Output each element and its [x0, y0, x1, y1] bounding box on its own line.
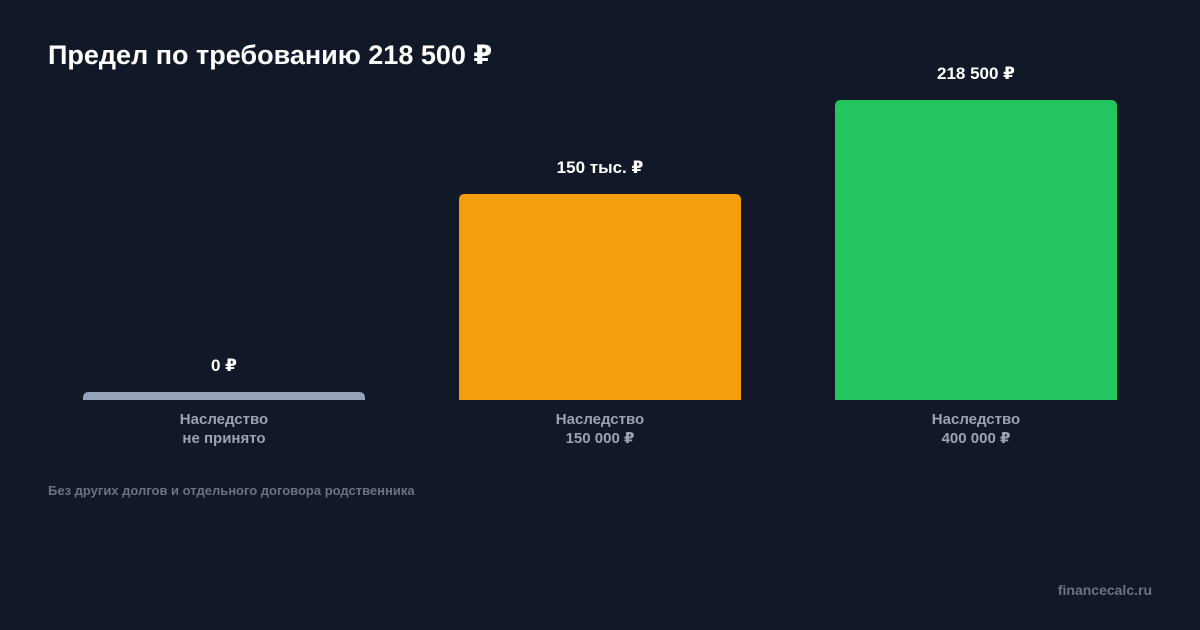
source: financecalc.ru — [1057, 582, 1152, 598]
bar — [459, 194, 741, 400]
chart-title: Предел по требованию 218 500 ₽ — [48, 40, 493, 70]
note: Без других долгов и отдельного договора … — [48, 483, 415, 498]
x-tick-label: Наследство 150 000 ₽ — [555, 411, 645, 447]
bar — [83, 392, 365, 400]
bar — [835, 100, 1117, 400]
value-label: 150 тыс. ₽ — [556, 158, 644, 178]
x-tick-label: Наследство не принято — [179, 411, 269, 447]
x-tick-label: Наследство 400 000 ₽ — [931, 411, 1021, 447]
value-label: 0 ₽ — [210, 356, 237, 375]
value-label: 218 500 ₽ — [936, 64, 1015, 83]
